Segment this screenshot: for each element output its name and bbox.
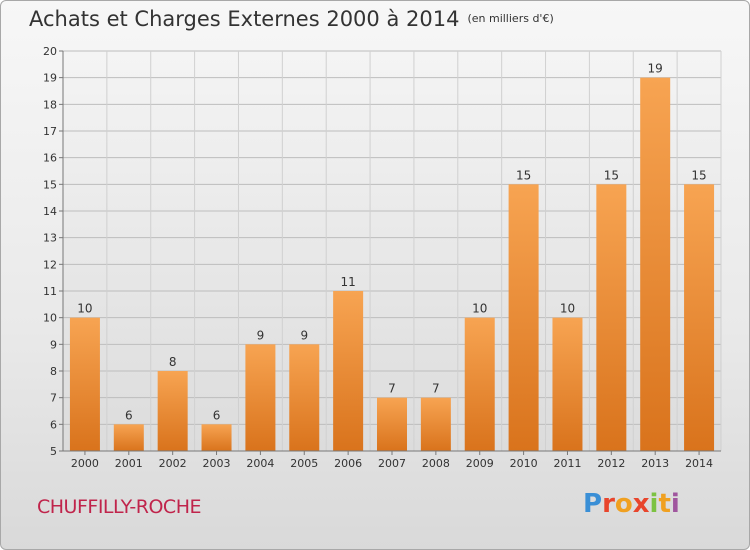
y-tick-label: 12 xyxy=(43,258,57,271)
logo-letter: t xyxy=(658,489,671,519)
logo-letter: P xyxy=(583,489,603,519)
bar-layer xyxy=(69,77,715,452)
x-tick-label: 2008 xyxy=(422,457,450,470)
y-tick-label: 9 xyxy=(50,338,57,351)
x-tick-label: 2007 xyxy=(378,457,406,470)
bar xyxy=(596,184,627,452)
bar-value-label: 15 xyxy=(604,168,619,182)
bar xyxy=(684,184,715,452)
chart-unit-label: (en milliers d'€) xyxy=(467,12,554,25)
y-tick-label: 14 xyxy=(43,205,57,218)
bar-value-label: 6 xyxy=(213,408,221,422)
y-tick-label: 8 xyxy=(50,365,57,378)
bar-value-label: 9 xyxy=(257,328,265,342)
logo-letter: i xyxy=(649,489,659,519)
bar-value-label: 10 xyxy=(472,302,487,316)
bar xyxy=(464,317,495,451)
town-name: CHUFFILLY-ROCHE xyxy=(37,496,202,518)
x-tick-label: 2005 xyxy=(290,457,318,470)
bar xyxy=(69,317,100,451)
logo-letter: o xyxy=(614,489,633,519)
x-tick-label: 2010 xyxy=(510,457,538,470)
bar xyxy=(377,397,407,451)
bar-value-label: 11 xyxy=(340,275,355,289)
y-tick-label: 5 xyxy=(50,445,57,458)
y-tick-label: 18 xyxy=(43,98,57,111)
x-tick-label: 2012 xyxy=(597,457,625,470)
bar xyxy=(245,344,276,451)
bar xyxy=(113,424,144,451)
chart-title: Achats et Charges Externes 2000 à 2014 (e… xyxy=(29,7,554,31)
y-tick-label: 7 xyxy=(50,392,57,405)
axis-layer: 5 6 7 8 9 10 11 12 13 14 15 16 17 18 19 20 2000 2001 2002 2… xyxy=(43,45,721,470)
bar xyxy=(552,317,583,451)
chart-title-text: Achats et Charges Externes 2000 à 2014 xyxy=(29,7,460,31)
bar-value-label: 7 xyxy=(432,382,440,396)
bar-value-label: 8 xyxy=(169,355,177,369)
y-tick-label: 17 xyxy=(43,125,57,138)
x-tick-label: 2002 xyxy=(159,457,187,470)
logo-letter: i xyxy=(670,489,680,519)
y-tick-label: 15 xyxy=(43,178,57,191)
bar-value-label: 10 xyxy=(77,302,92,316)
proxiti-logo[interactable]: Proxiti xyxy=(583,489,680,519)
bar xyxy=(333,291,364,451)
y-tick-label: 16 xyxy=(43,152,57,165)
bar-value-label: 15 xyxy=(691,168,706,182)
bar-value-label: 7 xyxy=(388,382,396,396)
logo-letter: x xyxy=(632,489,650,519)
x-tick-label: 2014 xyxy=(685,457,713,470)
x-tick-label: 2001 xyxy=(115,457,143,470)
y-tick-label: 6 xyxy=(50,418,57,431)
y-tick-label: 10 xyxy=(43,312,57,325)
bar xyxy=(420,397,451,451)
bar-value-label: 15 xyxy=(516,168,531,182)
bar-value-label: 10 xyxy=(560,302,575,316)
x-tick-label: 2003 xyxy=(203,457,231,470)
x-tick-label: 2000 xyxy=(71,457,99,470)
x-tick-label: 2013 xyxy=(641,457,669,470)
bar xyxy=(640,77,671,452)
y-tick-label: 11 xyxy=(43,285,57,298)
x-tick-label: 2006 xyxy=(334,457,362,470)
label-layer: 10 6 8 6 9 9 11 7 7 10 15 10 15 19 15 xyxy=(77,62,706,423)
x-tick-label: 2004 xyxy=(246,457,274,470)
bar-value-label: 9 xyxy=(300,328,308,342)
y-tick-label: 19 xyxy=(43,72,57,85)
bar-value-label: 19 xyxy=(648,62,663,76)
y-tick-label: 20 xyxy=(43,45,57,58)
bar xyxy=(289,344,320,451)
bar xyxy=(201,424,232,451)
x-tick-label: 2011 xyxy=(553,457,581,470)
bar xyxy=(508,184,539,452)
bar xyxy=(157,371,188,451)
logo-letter: r xyxy=(602,489,615,519)
y-tick-label: 13 xyxy=(43,232,57,245)
bar-value-label: 6 xyxy=(125,408,133,422)
x-tick-label: 2009 xyxy=(466,457,494,470)
